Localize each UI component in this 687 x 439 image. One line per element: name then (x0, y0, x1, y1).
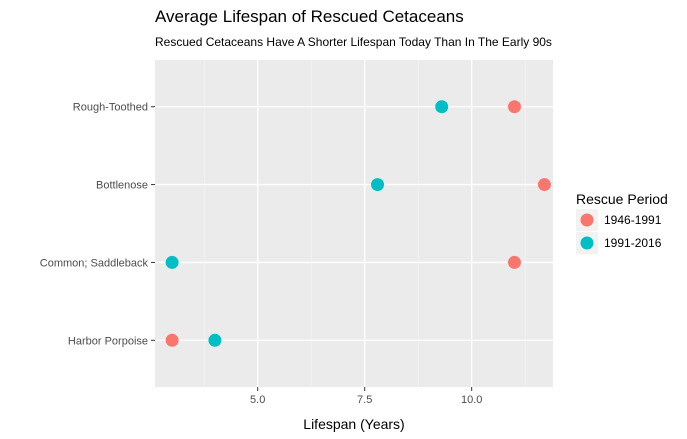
plot-panel (155, 60, 553, 387)
y-tick-label: Rough-Toothed (73, 102, 148, 114)
data-point (165, 255, 179, 269)
chart-title: Average Lifespan of Rescued Cetaceans (155, 7, 464, 26)
x-tick-label: 5.0 (250, 394, 265, 406)
data-point (208, 333, 222, 347)
legend: Rescue Period 1946-1991 1991-2016 (576, 191, 668, 254)
legend-title: Rescue Period (576, 191, 668, 207)
legend-key-dot (580, 213, 594, 227)
data-point (435, 100, 449, 114)
legend-label: 1946-1991 (604, 213, 662, 227)
x-tick-label: 7.5 (357, 394, 372, 406)
y-tick-label: Bottlenose (96, 180, 148, 192)
data-point (507, 255, 521, 269)
y-tick-label: Common; Saddleback (40, 257, 149, 269)
axis-ticks: 5.0 7.5 10.0 Rough-Toothed Bottlenose Common;… (40, 102, 483, 406)
legend-key-dot (580, 236, 594, 250)
x-tick-label: 10.0 (461, 394, 482, 406)
data-points (165, 100, 551, 347)
y-tick-label: Harbor Porpoise (68, 335, 148, 347)
data-point (537, 178, 551, 192)
x-axis-title: Lifespan (Years) (303, 416, 404, 432)
data-point (371, 178, 385, 192)
data-point (165, 333, 179, 347)
legend-label: 1991-2016 (604, 236, 662, 250)
chart-subtitle: Rescued Cetaceans Have A Shorter Lifespa… (155, 35, 552, 49)
data-point (507, 100, 521, 114)
